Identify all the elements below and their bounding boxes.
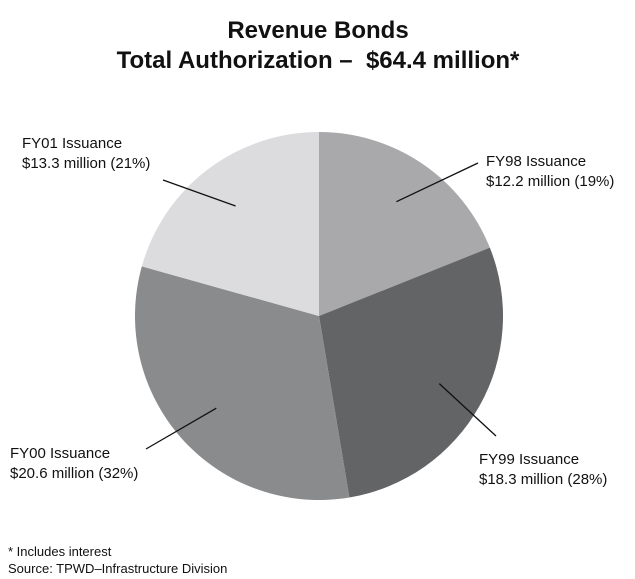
slice-value-fy99: $18.3 million (28%) (479, 471, 607, 488)
slice-label-fy99: FY99 Issuance (479, 451, 579, 468)
leader-line-fy98 (396, 162, 479, 203)
pie-slice-fy99 (319, 247, 504, 498)
chart-subtitle: Total Authorization – $64.4 million* (117, 47, 520, 74)
leader-lines (145, 162, 497, 450)
pie-slice-fy01 (141, 132, 319, 316)
pie-slice-fy98 (319, 132, 490, 316)
slice-label-fy00: FY00 Issuance (10, 445, 110, 462)
slice-label-fy01: FY01 Issuance (22, 135, 122, 152)
slice-value-fy98: $12.2 million (19%) (486, 173, 614, 190)
pie-slice-fy00 (134, 266, 350, 500)
slice-value-fy01: $13.3 million (21%) (22, 155, 150, 172)
footnote: * Includes interest (8, 544, 112, 559)
pie-slices (134, 132, 504, 500)
chart-title: Revenue Bonds (227, 17, 408, 44)
slice-label-fy98: FY98 Issuance (486, 153, 586, 170)
leader-line-fy00 (145, 407, 217, 450)
slice-value-fy00: $20.6 million (32%) (10, 465, 138, 482)
leader-line-fy99 (438, 383, 497, 437)
source-note: Source: TPWD–Infrastructure Division (8, 561, 227, 576)
leader-line-fy01 (162, 179, 236, 207)
